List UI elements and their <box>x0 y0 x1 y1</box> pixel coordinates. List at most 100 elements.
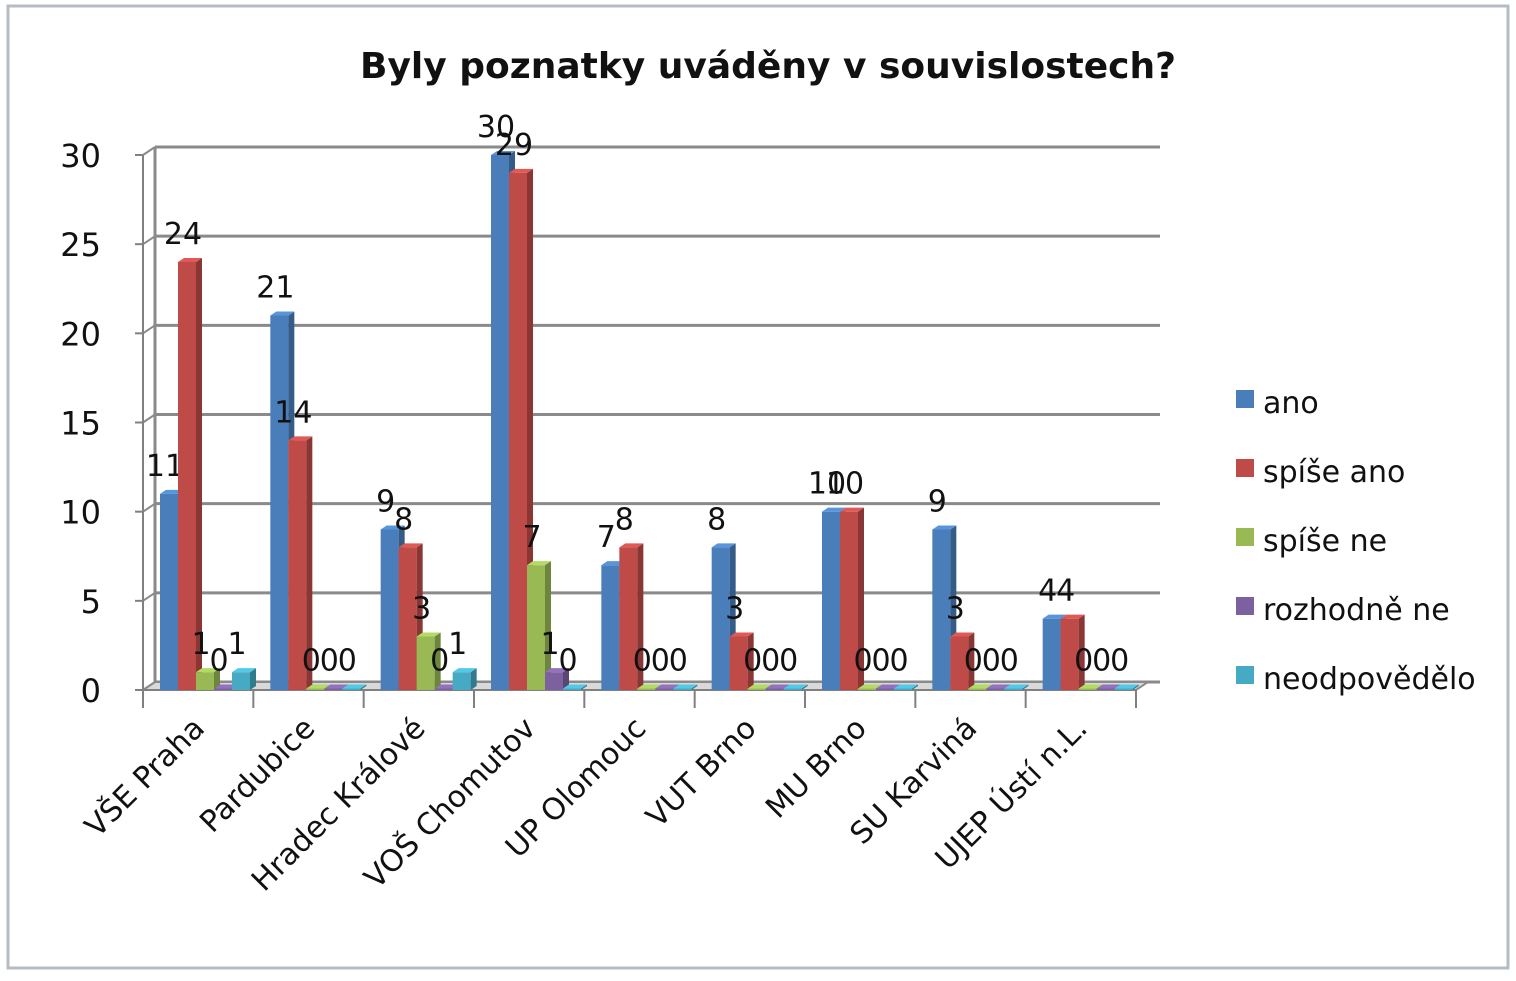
data-label: 3 <box>725 592 744 627</box>
bar-front <box>491 155 509 690</box>
bar-front <box>288 440 307 690</box>
bar-side <box>968 632 975 690</box>
data-label: 0 <box>633 644 652 679</box>
bar-side <box>196 258 202 690</box>
bar-side <box>563 668 569 690</box>
y-tick-label: 20 <box>60 315 101 353</box>
bar-top <box>452 668 477 673</box>
data-label: 8 <box>394 502 413 537</box>
bar-top <box>1096 684 1121 689</box>
legend: ano spíše ano spíše ne rozhodně ne neodpověd… <box>1236 386 1476 697</box>
bar-top <box>1078 684 1103 689</box>
bar-front <box>673 688 692 690</box>
bar-front <box>398 547 417 690</box>
bar-top <box>986 684 1011 689</box>
bar <box>1004 684 1029 690</box>
data-label: 0 <box>982 644 1001 679</box>
bar-front <box>840 511 858 690</box>
data-label: 0 <box>889 644 908 679</box>
bar-top <box>380 525 405 530</box>
bar-front <box>527 565 545 690</box>
bar-top <box>729 632 754 637</box>
bar-front <box>932 529 951 690</box>
data-label: 14 <box>274 395 312 430</box>
data-label: 4 <box>1038 574 1057 609</box>
bar <box>196 668 220 690</box>
bar <box>729 632 754 690</box>
y-tick-label: 5 <box>81 583 101 621</box>
bar-side <box>1078 614 1085 690</box>
bar <box>840 507 864 690</box>
data-label: 7 <box>522 520 541 555</box>
bar-front <box>434 688 453 690</box>
bar-side <box>470 668 477 690</box>
bar-top <box>178 258 202 262</box>
bar-front <box>894 688 912 690</box>
bar-front <box>1004 688 1023 690</box>
legend-swatch <box>1236 528 1254 546</box>
chart-border <box>6 4 1510 970</box>
bar-top <box>509 168 533 173</box>
y-tick-label: 15 <box>60 405 101 443</box>
data-label: 0 <box>651 644 670 679</box>
bar-top <box>619 543 644 548</box>
data-label: 9 <box>376 485 395 520</box>
bar <box>232 668 256 690</box>
bar-top <box>324 684 349 689</box>
bar-front <box>178 262 196 690</box>
bar-top <box>822 507 846 512</box>
bar-top <box>858 684 882 689</box>
bar-side <box>581 684 587 690</box>
bar-top <box>232 668 256 673</box>
bar-top <box>840 507 864 512</box>
bar-side <box>306 436 313 690</box>
data-label: 1 <box>191 627 210 662</box>
gridline-side <box>142 592 156 602</box>
bar-front <box>765 688 784 690</box>
bar-front <box>232 672 250 690</box>
bar-front <box>416 636 435 690</box>
bar-top <box>1004 684 1029 689</box>
bar <box>452 668 477 690</box>
bar-top <box>491 151 515 155</box>
bar <box>178 258 202 690</box>
y-tick-label: 10 <box>60 494 101 532</box>
gridline-side <box>142 413 156 424</box>
legend-label: rozhodně ne <box>1263 593 1450 628</box>
data-label: 10 <box>826 467 864 502</box>
bar-front <box>876 688 894 690</box>
data-label: 0 <box>853 644 872 679</box>
bar-side <box>527 168 533 691</box>
gridline-side <box>142 235 156 245</box>
bar-side <box>691 684 698 690</box>
data-label: 7 <box>597 520 616 555</box>
bar-front <box>160 493 178 690</box>
data-label: 0 <box>1110 644 1129 679</box>
gridline-side <box>142 146 156 156</box>
data-label: 4 <box>1056 574 1075 609</box>
data-label: 0 <box>320 644 339 679</box>
data-label: 0 <box>209 644 228 679</box>
data-label: 1 <box>227 627 246 662</box>
data-label: 0 <box>338 644 357 679</box>
data-label: 11 <box>146 449 184 484</box>
data-label: 0 <box>302 644 321 679</box>
bar <box>545 668 569 690</box>
bar-front <box>968 688 987 690</box>
bar-front <box>711 547 730 690</box>
bar-top <box>563 684 587 689</box>
data-label: 1 <box>448 627 467 662</box>
bar-front <box>619 547 638 690</box>
bar-top <box>950 632 975 637</box>
data-label: 21 <box>256 271 294 306</box>
data-label: 24 <box>164 217 202 252</box>
bar-top <box>783 684 808 689</box>
bar-top <box>196 668 220 673</box>
bar-front <box>1042 618 1061 690</box>
data-label: 0 <box>558 644 577 679</box>
bar-front <box>196 672 214 690</box>
data-label: 0 <box>761 644 780 679</box>
data-label: 0 <box>779 644 798 679</box>
bar-front <box>342 688 361 690</box>
